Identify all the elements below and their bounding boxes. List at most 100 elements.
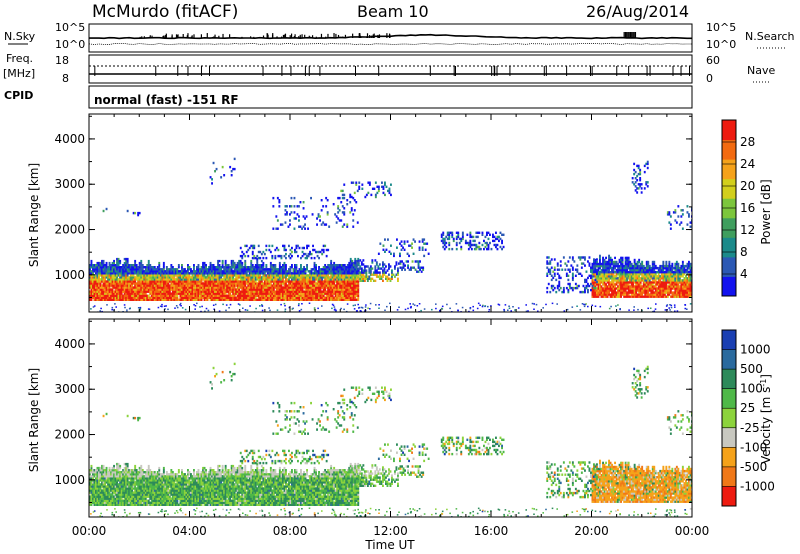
range-gate-cell [352,278,355,281]
range-gate-cell [162,286,165,289]
range-gate-cell [117,259,120,263]
range-gate-cell [161,294,164,297]
range-gate-cell [226,266,229,269]
range-gate-cell [119,276,122,279]
range-gate-cell [143,294,146,297]
range-gate-cell [214,294,216,297]
range-gate-cell [333,290,336,293]
range-gate-cell [187,280,189,283]
range-gate-cell [206,278,209,281]
range-gate-cell [107,296,109,299]
range-gate-cell [671,281,674,284]
range-gate-cell [689,291,692,294]
range-gate-cell [657,285,660,288]
range-gate-cell [626,266,629,270]
range-gate-cell [196,282,198,285]
range-gate-cell [101,261,103,265]
range-gate-cell [340,270,343,273]
range-gate-cell [555,290,558,294]
range-gate-cell [624,295,627,298]
range-gate-cell [294,270,296,273]
range-gate-cell [190,284,192,287]
range-gate-cell [102,278,105,281]
range-gate-cell [653,260,656,264]
range-gate-cell [328,225,331,228]
range-gate-cell [633,273,636,276]
range-gate-cell [284,221,287,224]
range-gate-cell [155,280,158,283]
range-gate-cell [571,286,574,290]
range-gate-cell [215,266,218,269]
range-gate-cell [346,286,349,289]
range-gate-cell [218,286,221,289]
range-gate-cell [352,294,355,297]
range-gate-cell [208,280,210,283]
range-gate-cell [620,256,622,260]
range-gate-cell [282,278,284,281]
range-gate-cell [659,287,662,290]
range-gate-cell [200,294,203,297]
range-gate-cell [275,282,278,285]
range-gate-cell [641,277,644,280]
range-gate-cell [645,293,648,296]
range-gate-cell [662,287,665,290]
range-gate-cell [301,288,304,291]
range-gate-cell [275,288,278,291]
range-gate-cell [352,286,355,289]
range-gate-cell [188,278,191,281]
range-gate-cell [101,280,103,283]
range-gate-cell [355,298,358,301]
range-gate-cell [328,268,331,271]
range-gate-cell [638,273,641,276]
range-gate-cell [131,282,134,285]
range-gate-cell [635,279,638,282]
range-gate-cell [612,293,615,296]
range-gate-cell [596,270,598,273]
range-gate-cell [182,296,185,299]
range-gate-cell [659,293,662,296]
range-gate-cell [357,276,360,279]
range-gate-cell [167,294,170,297]
range-gate-cell [624,275,627,278]
range-gate-cell [193,264,195,267]
range-gate-cell [633,269,636,272]
range-gate-cell [220,290,223,293]
range-gate-cell [164,280,167,283]
range-gate-cell [657,295,660,298]
range-gate-cell [146,272,149,275]
range-gate-cell [202,268,204,271]
range-gate-cell [102,270,105,273]
range-gate-cell [114,286,117,289]
range-gate-cell [288,298,290,301]
range-gate-cell [266,280,269,283]
range-gate-cell [602,256,604,260]
range-gate-cell [271,272,274,275]
range-gate-cell [162,264,165,267]
range-gate-cell [319,268,322,271]
station-title: McMurdo (fitACF) [92,2,238,22]
range-gate-cell [321,276,324,279]
range-gate-cell [251,268,254,271]
range-gate-cell [107,290,109,293]
range-gate-cell [221,294,224,297]
range-gate-cell [612,277,615,280]
range-gate-cell [152,282,155,285]
range-gate-cell [612,266,615,270]
range-gate-cell [179,284,182,287]
range-gate-cell [301,272,304,275]
range-gate-cell [546,266,549,269]
range-gate-cell [624,262,627,266]
range-gate-cell [648,266,651,270]
range-gate-cell [306,284,308,287]
range-gate-cell [571,272,574,275]
range-gate-cell [283,288,286,291]
range-gate-cell [247,284,250,287]
range-gate-cell [227,284,230,287]
range-gate-cell [244,280,247,283]
range-gate-cell [214,298,216,301]
range-gate-cell [101,296,103,299]
range-gate-cell [278,270,281,273]
range-gate-cell [617,285,619,288]
range-gate-cell [123,282,126,285]
range-gate-cell [641,295,644,298]
